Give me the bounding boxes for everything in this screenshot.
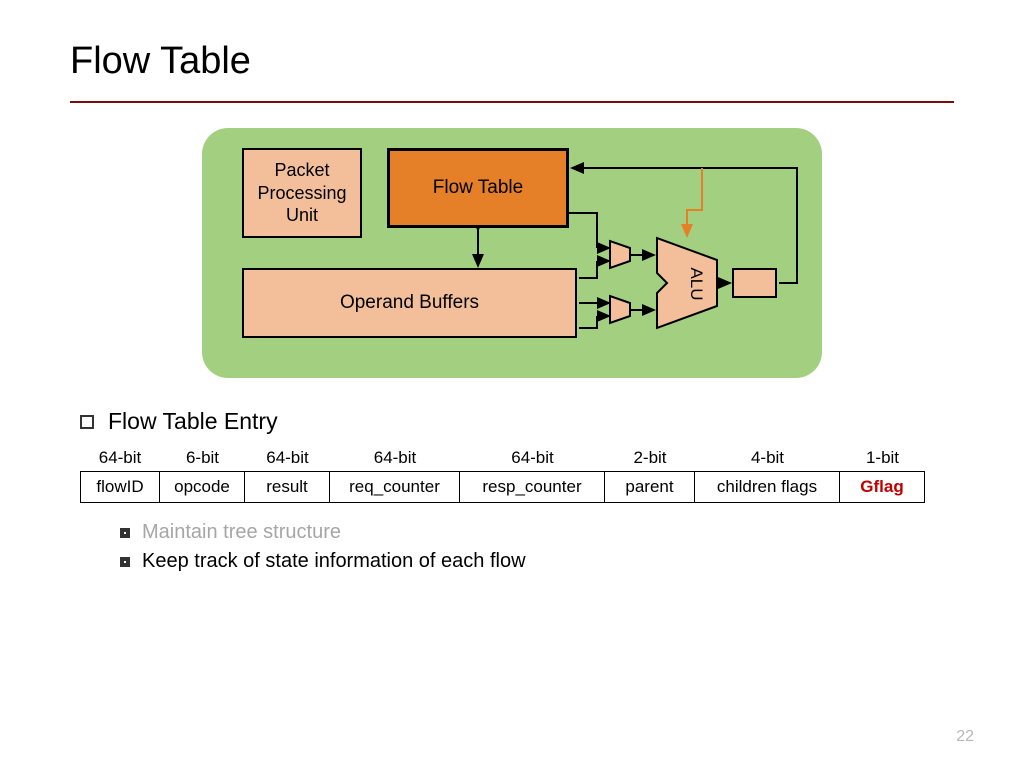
bullet-small-icon (120, 557, 130, 567)
bullet-main-text: Flow Table Entry (108, 408, 278, 435)
entry-field: children flags (695, 471, 840, 503)
output-register-box (732, 268, 777, 298)
title-rule (70, 101, 954, 103)
bullet-small-icon (120, 528, 130, 538)
entry-bitwidth: 4-bit (695, 445, 840, 471)
entry-bitwidth: 1-bit (840, 445, 925, 471)
architecture-diagram: ALU Packet Processing Unit Flow Table Op… (202, 128, 822, 378)
entry-fields-row: flowIDopcoderesultreq_counterresp_counte… (80, 471, 954, 503)
entry-field: opcode (160, 471, 245, 503)
sub-bullet-text: Maintain tree structure (142, 521, 341, 544)
flow-table-box: Flow Table (387, 148, 569, 228)
operand-buffers-box: Operand Buffers (242, 268, 577, 338)
alu-label: ALU (687, 267, 706, 300)
entry-bitwidth: 2-bit (605, 445, 695, 471)
packet-processing-unit-box: Packet Processing Unit (242, 148, 362, 238)
flow-table-label: Flow Table (433, 176, 523, 200)
entry-bitwidth: 64-bit (245, 445, 330, 471)
entry-bitwidth: 64-bit (330, 445, 460, 471)
entry-bitwidth: 64-bit (460, 445, 605, 471)
entry-field: parent (605, 471, 695, 503)
sub-bullet: Keep track of state information of each … (80, 550, 954, 573)
ppu-label: Packet Processing Unit (257, 159, 346, 227)
entry-bitwidth: 6-bit (160, 445, 245, 471)
entry-header-row: 64-bit6-bit64-bit64-bit64-bit2-bit4-bit1… (80, 445, 954, 471)
sub-bullet: Maintain tree structure (80, 521, 954, 544)
page-number: 22 (956, 728, 974, 746)
entry-bitwidth: 64-bit (80, 445, 160, 471)
bullet-square-icon (80, 415, 94, 429)
bullet-flow-table-entry: Flow Table Entry (80, 408, 954, 435)
slide-title: Flow Table (70, 40, 954, 83)
entry-field: resp_counter (460, 471, 605, 503)
entry-field: Gflag (840, 471, 925, 503)
entry-field: flowID (80, 471, 160, 503)
sub-bullet-text: Keep track of state information of each … (142, 550, 526, 573)
flow-table-entry-layout: 64-bit6-bit64-bit64-bit64-bit2-bit4-bit1… (80, 445, 954, 503)
entry-field: req_counter (330, 471, 460, 503)
entry-field: result (245, 471, 330, 503)
operand-label: Operand Buffers (340, 291, 479, 315)
